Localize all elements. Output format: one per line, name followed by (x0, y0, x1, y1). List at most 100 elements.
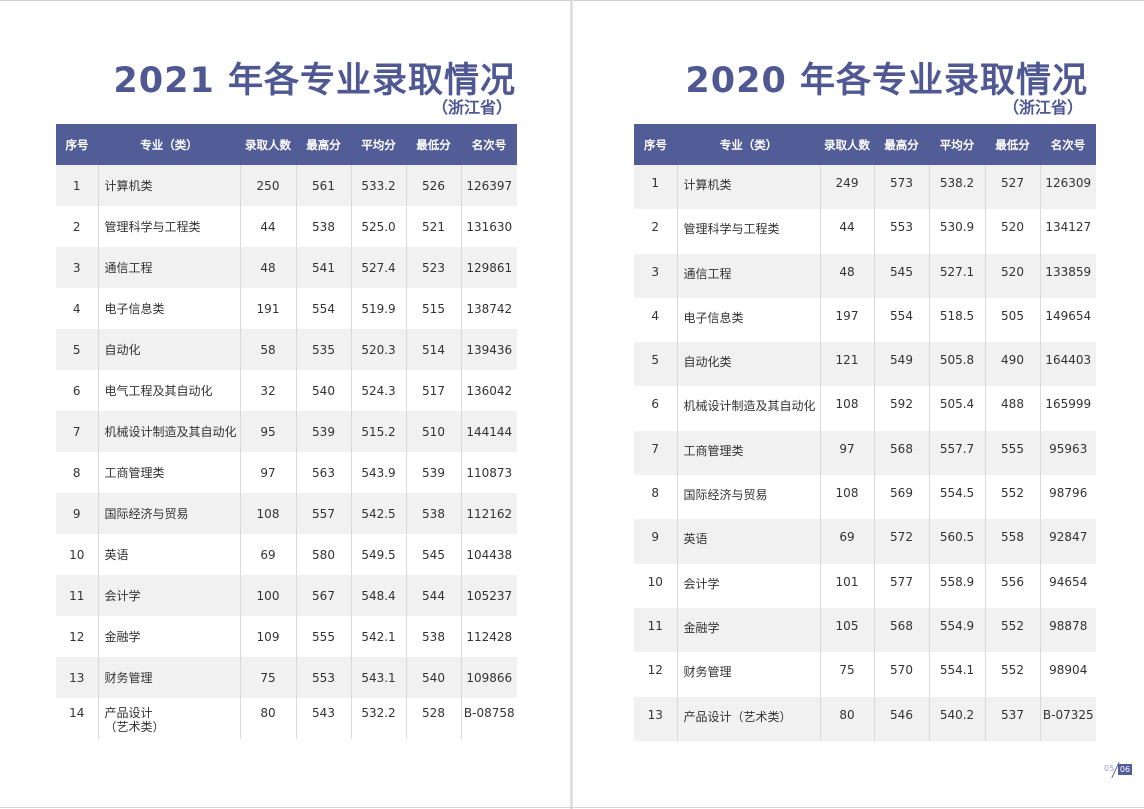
table-row: 6 机械设计制造及其自动化 108 592 505.4 488 165999 (634, 386, 1096, 431)
cell-avg: 527.1 (928, 253, 985, 298)
cell-avg: 518.5 (928, 297, 985, 343)
cell-avg: 554.5 (928, 475, 985, 520)
cell-min: 528 (405, 698, 461, 739)
cell-no: 9 (634, 519, 677, 564)
cell-max: 570 (873, 652, 929, 697)
cell-admitted: 100 (239, 575, 296, 616)
cell-max: 572 (873, 519, 929, 564)
cell-major: 金融学 (676, 607, 820, 653)
cell-admitted: 197 (819, 297, 874, 343)
major-name: 英语 (683, 532, 708, 547)
cell-admitted: 48 (819, 253, 874, 298)
cell-max: 546 (873, 696, 929, 741)
major-name: 管理科学与工程类 (683, 222, 780, 237)
major-name-line2: （艺术类） (104, 720, 165, 734)
cell-max: 553 (873, 209, 929, 254)
cell-min: 523 (405, 247, 461, 288)
cell-avg: 515.2 (350, 411, 406, 452)
cell-avg: 540.2 (928, 696, 985, 741)
cell-max: 554 (873, 297, 929, 343)
cell-min: 556 (984, 563, 1040, 608)
cell-rank: 94654 (1039, 563, 1096, 608)
cell-avg: 543.9 (350, 452, 406, 493)
cell-no: 8 (634, 475, 677, 520)
cell-min: 521 (405, 206, 461, 247)
cell-admitted: 80 (239, 698, 296, 739)
table-row: 11 会计学 100 567 548.4 544 105237 (56, 575, 517, 616)
cell-avg: 530.9 (928, 209, 985, 254)
cell-admitted: 108 (819, 386, 874, 431)
cell-avg: 554.9 (928, 607, 985, 653)
cell-no: 11 (56, 575, 98, 616)
table-row: 2 管理科学与工程类 44 553 530.9 520 134127 (634, 209, 1096, 254)
major-name: 产品设计 (104, 706, 153, 720)
cell-admitted: 44 (239, 206, 296, 247)
header-min: 最低分 (985, 124, 1040, 165)
cell-rank: 105237 (460, 575, 517, 616)
header-no: 序号 (56, 124, 98, 165)
cell-no: 4 (56, 288, 98, 329)
cell-max: 568 (873, 430, 929, 476)
cell-max: 557 (295, 493, 351, 534)
cell-admitted: 75 (239, 657, 296, 698)
header-admitted: 录取人数 (240, 124, 296, 165)
cell-min: 540 (405, 657, 461, 698)
cell-avg: 524.3 (350, 370, 406, 411)
cell-major: 财务管理 (97, 657, 240, 698)
cell-avg: 527.4 (350, 247, 406, 288)
cell-max: 545 (873, 253, 929, 298)
cell-no: 6 (634, 386, 677, 431)
cell-rank: 129861 (460, 247, 517, 288)
cell-no: 3 (634, 253, 677, 298)
cell-max: 592 (873, 386, 929, 431)
cell-avg: 538.2 (928, 165, 985, 210)
cell-max: 543 (295, 698, 351, 739)
cell-major: 产品设计（艺术类） (97, 698, 240, 739)
cell-admitted: 101 (819, 563, 874, 608)
cell-min: 552 (984, 607, 1040, 653)
cell-no: 13 (634, 696, 677, 741)
cell-major: 英语 (676, 519, 820, 564)
cell-major: 工商管理类 (676, 430, 820, 476)
major-name: 工商管理类 (683, 443, 744, 458)
cell-admitted: 97 (819, 430, 874, 476)
right-page: 2020 年各专业录取情况 （浙江省） 序号 专业（类） 录取人数 最高分 平均… (573, 0, 1144, 809)
cell-admitted: 44 (819, 209, 874, 254)
page-number-left: 05 (1104, 764, 1115, 773)
cell-major: 会计学 (676, 563, 820, 608)
cell-major: 通信工程 (676, 253, 820, 298)
table-row: 4 电子信息类 191 554 519.9 515 138742 (56, 288, 517, 329)
table-row: 9 国际经济与贸易 108 557 542.5 538 112162 (56, 493, 517, 534)
cell-max: 577 (873, 563, 929, 608)
cell-rank: 104438 (460, 534, 517, 575)
cell-rank: 136042 (460, 370, 517, 411)
major-name: 计算机类 (104, 179, 153, 193)
cell-admitted: 191 (239, 288, 296, 329)
table-row: 12 财务管理 75 570 554.1 552 98904 (634, 652, 1096, 697)
cell-major: 机械设计制造及其自动化 (676, 386, 820, 431)
cell-avg: 558.9 (928, 563, 985, 608)
cell-rank: 149654 (1039, 297, 1096, 343)
cell-max: 580 (295, 534, 351, 575)
cell-major: 产品设计（艺术类） (676, 696, 820, 741)
cell-rank: B-07325 (1039, 696, 1096, 741)
cell-min: 526 (405, 165, 461, 206)
cell-no: 5 (634, 342, 677, 387)
table-row: 10 会计学 101 577 558.9 556 94654 (634, 563, 1096, 608)
header-no: 序号 (634, 124, 677, 165)
cell-rank: 98796 (1039, 475, 1096, 520)
cell-min: 505 (984, 297, 1040, 343)
page-subtitle-2021: （浙江省） (431, 98, 512, 117)
major-name: 产品设计（艺术类） (683, 709, 792, 724)
page-gutter (570, 0, 573, 809)
cell-avg: 549.5 (350, 534, 406, 575)
cell-min: 488 (984, 386, 1040, 431)
cell-admitted: 250 (239, 165, 296, 206)
cell-major: 财务管理 (676, 652, 820, 697)
table-row: 1 计算机类 250 561 533.2 526 126397 (56, 165, 517, 206)
cell-min: 520 (984, 209, 1040, 254)
table-row: 9 英语 69 572 560.5 558 92847 (634, 519, 1096, 564)
major-name: 通信工程 (104, 261, 153, 275)
cell-major: 电子信息类 (676, 297, 820, 343)
cell-no: 12 (634, 652, 677, 697)
